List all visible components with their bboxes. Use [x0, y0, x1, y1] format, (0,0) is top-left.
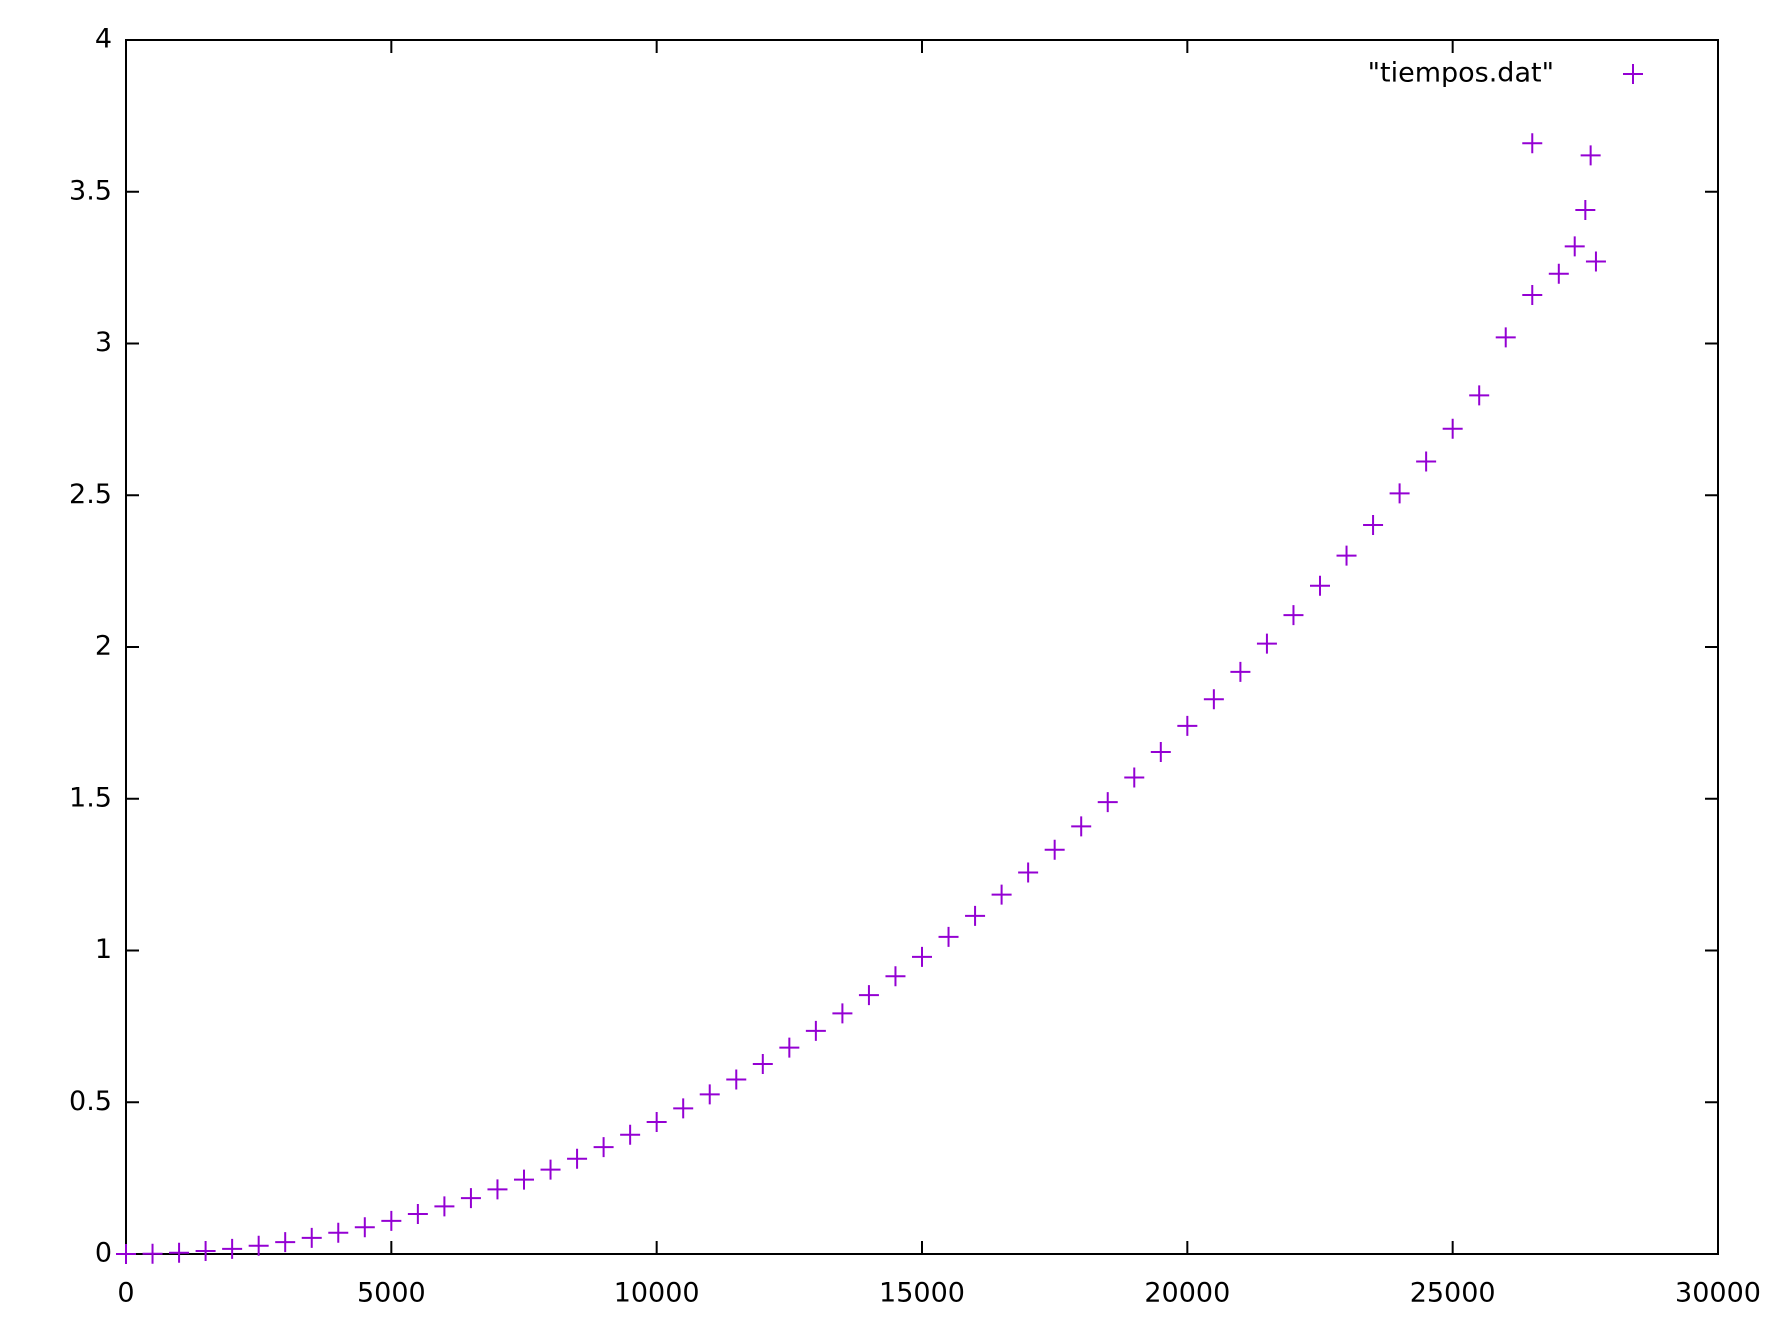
point — [1124, 767, 1145, 788]
point — [858, 985, 879, 1006]
point — [779, 1037, 800, 1058]
y-tick-label: 1 — [95, 934, 112, 965]
y-tick-label: 2 — [95, 631, 112, 662]
point — [832, 1003, 853, 1024]
x-tick-label: 30000 — [1675, 1278, 1761, 1309]
y-tick-label: 3.5 — [69, 175, 112, 206]
point — [1564, 236, 1585, 257]
point — [885, 966, 906, 987]
point — [407, 1203, 428, 1224]
y-tick-label: 3 — [95, 327, 112, 358]
point — [1256, 633, 1277, 654]
point — [567, 1148, 588, 1169]
point — [142, 1243, 163, 1264]
point — [1071, 816, 1092, 837]
point — [1416, 451, 1437, 472]
y-tick-label: 1.5 — [69, 782, 112, 813]
point — [1363, 514, 1384, 535]
point — [646, 1111, 667, 1132]
point — [116, 1244, 136, 1264]
legend-marker — [1623, 64, 1643, 84]
y-tick-label: 2.5 — [69, 479, 112, 510]
legend-label: "tiempos.dat" — [1368, 58, 1554, 89]
point — [301, 1227, 322, 1248]
point — [1469, 385, 1490, 406]
y-tick-label: 0.5 — [69, 1086, 112, 1117]
x-tick-label: 0 — [117, 1278, 134, 1309]
point — [434, 1196, 455, 1217]
point — [752, 1054, 773, 1075]
point — [1442, 418, 1463, 439]
plot-frame — [125, 39, 1719, 1255]
point — [1150, 742, 1171, 763]
point — [620, 1124, 641, 1145]
point — [1018, 862, 1039, 883]
point — [1575, 199, 1596, 220]
point — [1522, 133, 1543, 154]
point — [938, 926, 959, 947]
point — [673, 1098, 694, 1119]
point — [965, 905, 986, 926]
point — [381, 1210, 402, 1231]
point — [1522, 284, 1543, 305]
x-tick-label: 5000 — [357, 1278, 426, 1309]
point — [275, 1232, 296, 1253]
x-tick-label: 15000 — [879, 1278, 965, 1309]
point — [1283, 605, 1304, 626]
point — [593, 1137, 614, 1158]
point — [328, 1222, 349, 1243]
y-tick-label: 0 — [95, 1238, 112, 1269]
point — [222, 1238, 243, 1259]
point — [726, 1069, 747, 1090]
x-tick-label: 20000 — [1144, 1278, 1230, 1309]
point — [805, 1020, 826, 1041]
point — [1044, 839, 1065, 860]
point — [1580, 145, 1601, 166]
point — [1389, 483, 1410, 504]
point — [1548, 263, 1569, 284]
point — [1585, 251, 1606, 272]
x-tick-label: 10000 — [614, 1278, 700, 1309]
y-tick-label: 4 — [95, 24, 112, 55]
point — [1177, 715, 1198, 736]
point — [248, 1235, 269, 1256]
point — [1203, 689, 1224, 710]
point — [1230, 661, 1251, 682]
point — [1336, 545, 1357, 566]
point — [169, 1242, 190, 1263]
point — [912, 946, 932, 967]
point — [514, 1169, 534, 1190]
point — [1310, 575, 1330, 596]
point — [487, 1179, 508, 1200]
point — [1097, 792, 1118, 813]
point — [460, 1188, 481, 1209]
point — [195, 1240, 216, 1261]
point — [991, 884, 1012, 905]
x-tick-label: 25000 — [1410, 1278, 1496, 1309]
point — [540, 1159, 561, 1180]
point — [699, 1084, 720, 1105]
point — [354, 1217, 375, 1238]
point — [1495, 327, 1516, 348]
